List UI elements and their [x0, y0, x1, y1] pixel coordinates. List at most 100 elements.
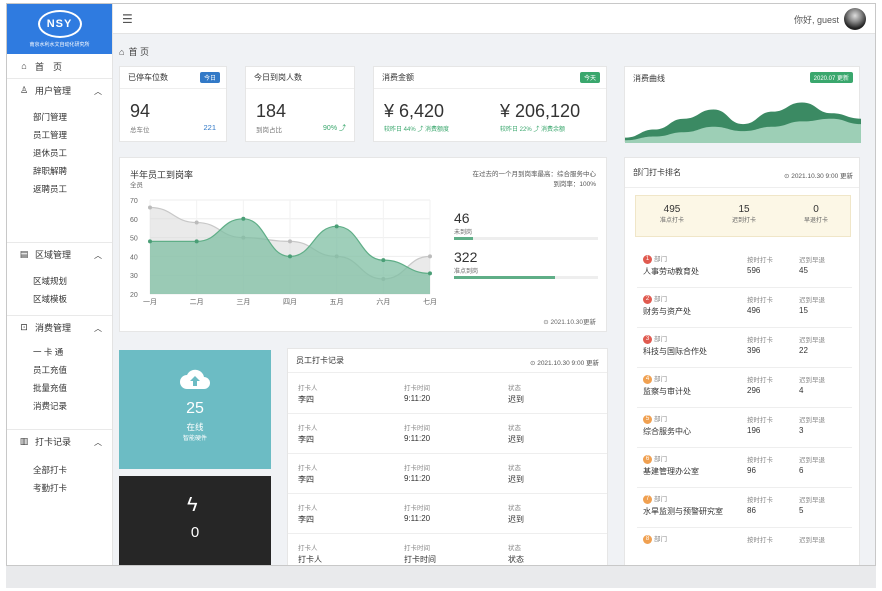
- list-item[interactable]: 5 部门 综合服务中心 按时打卡 196 迟到早退 3: [637, 408, 852, 448]
- sidebar-item-staff[interactable]: 员工管理: [33, 130, 68, 140]
- consume-amount: ¥ 6,420: [384, 101, 445, 121]
- rank-on_time-label: 按时打卡: [747, 537, 773, 544]
- record-time-label: 打卡时间: [404, 425, 430, 432]
- dept-label-line: 3 部门: [643, 333, 667, 344]
- rank-on_time-value: 396: [747, 346, 761, 355]
- dept-ranking-card: 部门打卡排名 ⊙ 2021.10.30 9:00 更新 495 准点打卡 15 …: [624, 157, 860, 565]
- record-person-label: 打卡人: [298, 425, 318, 432]
- data-point: [194, 220, 199, 225]
- record-person-label: 打卡人: [298, 465, 318, 472]
- power-tile[interactable]: ϟ 0: [119, 476, 271, 565]
- table-row[interactable]: 打卡人 李四 打卡时间 9:11:20 状态 迟到: [288, 414, 607, 454]
- table-row[interactable]: 打卡人 打卡人 打卡时间 打卡时间 状态 状态: [288, 534, 607, 565]
- on-time-progress-fill: [454, 276, 555, 279]
- sidebar-item-consume-records[interactable]: 消费记录: [33, 401, 68, 411]
- update-badge: 2020.07 更新: [809, 72, 853, 83]
- table-row[interactable]: 打卡人 李四 打卡时间 9:11:20 状态 迟到: [288, 494, 607, 534]
- card-header: 已停车位数 今日: [120, 67, 226, 89]
- y-tick-label: 20: [130, 292, 138, 299]
- sidebar-group-area[interactable]: ▤ 区域管理 ︿: [7, 242, 112, 266]
- dept-label: 部门: [654, 256, 667, 263]
- sidebar-item-attendance-punch[interactable]: 考勤打卡: [33, 483, 68, 493]
- list-item[interactable]: 7 部门 水旱监测与预警研究室 按时打卡 86 迟到早退 5: [637, 488, 852, 528]
- record-time-label: 打卡时间: [404, 385, 430, 392]
- y-tick-label: 40: [130, 254, 138, 261]
- record-person-value: 李四: [298, 515, 314, 524]
- sidebar-item-card[interactable]: 一 卡 通: [33, 347, 64, 357]
- rank-on_time-value: 596: [747, 266, 761, 275]
- data-point: [148, 205, 152, 210]
- sidebar-group-consume[interactable]: ⊡ 消费管理 ︿: [7, 315, 112, 339]
- logo: NSY 南京水利水文自动化研究所: [7, 4, 112, 54]
- online-tile[interactable]: 25 在线 智能硬件: [119, 350, 271, 469]
- absent-value: 46: [454, 210, 470, 226]
- arrival-value: 184: [256, 101, 287, 121]
- list-item[interactable]: 3 部门 科技与国际合作处 按时打卡 396 迟到早退 22: [637, 328, 852, 368]
- avatar[interactable]: [844, 8, 866, 30]
- sidebar-group-users[interactable]: ♙ 用户管理 ︿: [7, 78, 112, 102]
- y-tick-label: 70: [130, 198, 138, 205]
- sidebar-item-retired[interactable]: 退休员工: [33, 148, 68, 158]
- y-tick-label: 50: [130, 236, 138, 243]
- consume-curve-chart: [625, 102, 861, 143]
- card-title: 员工打卡记录: [296, 356, 344, 365]
- table-row[interactable]: 打卡人 李四 打卡时间 9:11:20 状态 迟到: [288, 374, 607, 414]
- card-header: 部门打卡排名 ⊙ 2021.10.30 9:00 更新: [625, 158, 859, 188]
- sidebar: NSY 南京水利水文自动化研究所 ⌂ 首 页 ♙ 用户管理 ︿ 部门管理 员工管…: [7, 4, 113, 565]
- rank-badge: 1: [643, 254, 652, 264]
- rank-late-value: 45: [799, 266, 808, 275]
- record-status-value: 迟到: [508, 475, 524, 484]
- rank-late-value: 15: [799, 306, 808, 315]
- rank-late-label: 迟到早退: [799, 497, 825, 504]
- rank-late-value: 3: [799, 426, 804, 435]
- record-person-label: 打卡人: [298, 545, 318, 552]
- record-status-label: 状态: [508, 465, 521, 472]
- rank-on_time-label: 按时打卡: [747, 417, 773, 424]
- record-person-value: 李四: [298, 475, 314, 484]
- arrival-card: 今日到岗人数 184 到岗占比 90% ⤴: [245, 66, 355, 142]
- dept-label-line: 8 部门: [643, 533, 667, 544]
- record-person-label: 打卡人: [298, 385, 318, 392]
- sidebar-item-home[interactable]: ⌂ 首 页: [7, 54, 112, 78]
- breadcrumb-current[interactable]: 首 页: [128, 47, 149, 57]
- rank-on_time-label: 按时打卡: [747, 497, 773, 504]
- online-label: 在线: [186, 422, 204, 432]
- list-item[interactable]: 2 部门 财务与资产处 按时打卡 496 迟到早退 15: [637, 288, 852, 328]
- records-updated: ⊙ 2021.10.30 9:00 更新: [529, 360, 599, 367]
- dept-label: 部门: [654, 376, 667, 383]
- x-tick-label: 六月: [376, 297, 390, 306]
- record-time-value: 9:11:20: [404, 434, 431, 443]
- power-value: 0: [190, 524, 200, 541]
- card-title: 已停车位数: [128, 73, 168, 82]
- sidebar-item-batch-recharge[interactable]: 批量充值: [33, 383, 68, 393]
- record-time-value: 9:11:20: [404, 474, 431, 483]
- list-item[interactable]: 4 部门 监察与审计处 按时打卡 296 迟到早退 4: [637, 368, 852, 408]
- chevron-up-icon: ︿: [94, 251, 102, 260]
- sidebar-item-dept[interactable]: 部门管理: [33, 112, 68, 122]
- sidebar-item-all-punch[interactable]: 全部打卡: [33, 465, 68, 475]
- on-time-progress: [454, 276, 598, 279]
- list-item[interactable]: 1 部门 人事劳动教育处 按时打卡 596 迟到早退 45: [637, 248, 852, 288]
- chevron-up-icon: ︿: [94, 87, 102, 96]
- dept-label: 部门: [654, 336, 667, 343]
- sidebar-item-resigned[interactable]: 辞职解聘: [33, 166, 68, 176]
- rank-late-label: 迟到早退: [799, 297, 825, 304]
- record-status-label: 状态: [508, 385, 521, 392]
- home-icon: ⌂: [21, 61, 27, 71]
- sidebar-item-recharge[interactable]: 员工充值: [33, 365, 68, 375]
- sidebar-item-area-plan[interactable]: 区域规划: [33, 276, 68, 286]
- sidebar-item-area-template[interactable]: 区域模板: [33, 294, 68, 304]
- table-row[interactable]: 打卡人 李四 打卡时间 9:11:20 状态 迟到: [288, 454, 607, 494]
- record-status-value: 迟到: [508, 515, 524, 524]
- summary-label: 迟到打卡: [731, 218, 756, 224]
- data-point: [194, 239, 199, 244]
- rank-late-label: 迟到早退: [799, 537, 825, 544]
- record-status-value: 迟到: [508, 435, 524, 444]
- list-item[interactable]: 6 部门 基建管理办公室 按时打卡 96 迟到早退 6: [637, 448, 852, 488]
- menu-collapse-icon[interactable]: ☰: [122, 12, 133, 26]
- sidebar-group-punch[interactable]: ▥ 打卡记录 ︿: [7, 429, 112, 453]
- list-item[interactable]: 8 部门 按时打卡 迟到早退: [637, 528, 852, 565]
- card-title: 消费金额: [382, 73, 414, 82]
- half-year-chart: 20 30 40 50 60 70 一月 二月 三月 四月 五月 六月 七月: [130, 198, 437, 306]
- sidebar-item-rehired[interactable]: 返聘员工: [33, 184, 68, 194]
